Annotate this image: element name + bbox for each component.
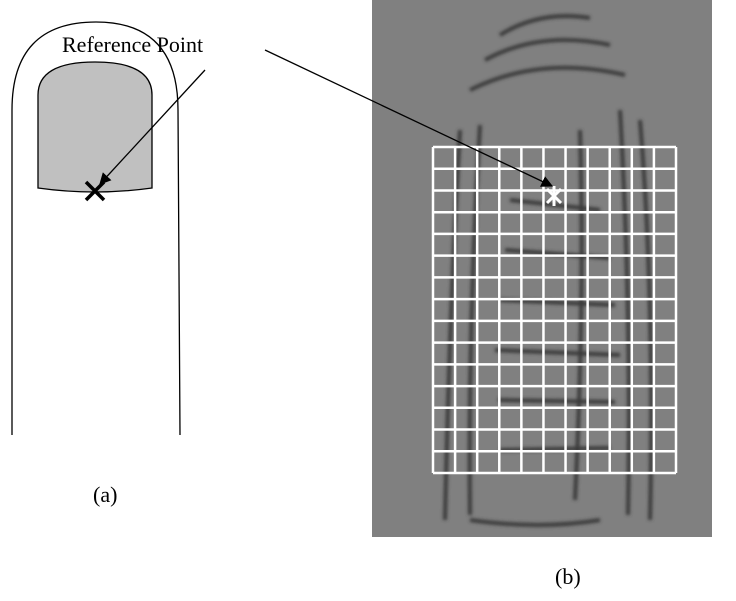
fingerprint-image <box>372 0 712 537</box>
figure: Reference Point (a) (b) <box>0 0 736 596</box>
reference-label: Reference Point <box>62 32 203 57</box>
page: Reference Point (a) (b) (() => { const d… <box>0 0 736 601</box>
panel-b-label: (b) <box>555 564 581 589</box>
panel-a-label: (a) <box>93 482 117 507</box>
fingernail <box>38 62 152 192</box>
